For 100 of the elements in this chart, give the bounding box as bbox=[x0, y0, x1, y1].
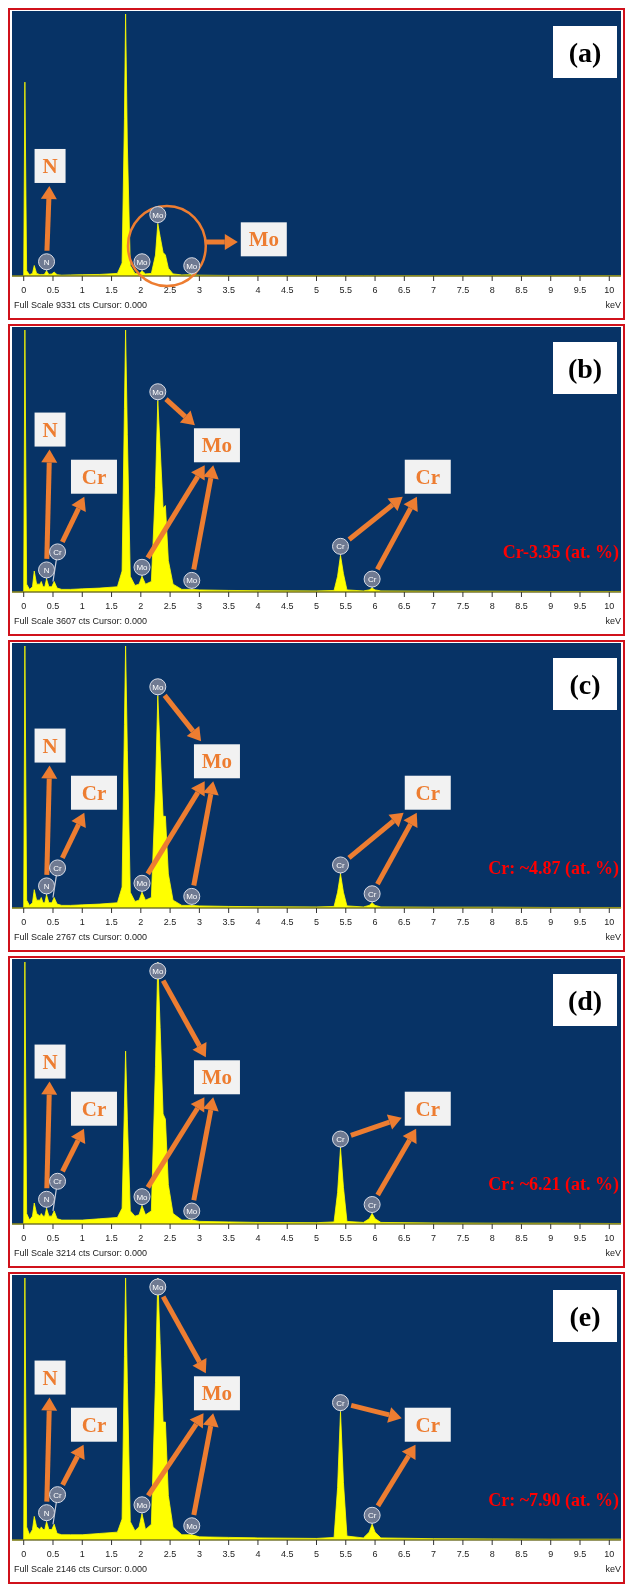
annotation: Cr bbox=[81, 1412, 107, 1437]
x-tick-label: 8.5 bbox=[515, 1549, 528, 1559]
x-tick-label: 2 bbox=[138, 1233, 144, 1243]
annotation: Mo bbox=[201, 1065, 233, 1090]
x-tick-label: 10 bbox=[604, 601, 615, 611]
annotation: N bbox=[42, 1365, 58, 1390]
annotation: Cr bbox=[81, 1096, 107, 1121]
x-tick-label: 10 bbox=[604, 285, 615, 295]
annotation: Mo bbox=[136, 257, 149, 267]
annotation: N bbox=[43, 1508, 50, 1518]
annotation: Cr: ~6.21 (at. %) bbox=[488, 1173, 619, 1195]
annotation: Cr bbox=[53, 1177, 63, 1187]
x-tick-label: 4 bbox=[255, 1549, 261, 1559]
x-tick-label: 9.5 bbox=[573, 601, 587, 611]
x-tick-label: 4 bbox=[255, 917, 261, 927]
x-tick-label: 0 bbox=[21, 1233, 27, 1243]
x-tick-label: 2 bbox=[138, 1549, 144, 1559]
x-tick-label: 9 bbox=[548, 285, 554, 295]
x-tick-label: 9 bbox=[548, 1549, 554, 1559]
x-tick-label: 7.5 bbox=[456, 601, 470, 611]
x-tick-label: 0 bbox=[21, 1549, 27, 1559]
x-tick-label: 2 bbox=[138, 285, 144, 295]
x-tick-label: 8.5 bbox=[515, 917, 528, 927]
annotation: Cr bbox=[367, 1200, 377, 1210]
annotation: Cr-3.35 (at. %) bbox=[502, 541, 620, 563]
x-tick-label: 2.5 bbox=[163, 917, 177, 927]
x-tick-label: 3 bbox=[196, 1549, 202, 1559]
annotation: Mo bbox=[186, 1207, 198, 1217]
x-tick-label: 10 bbox=[604, 917, 615, 927]
x-tick-label: 3 bbox=[196, 285, 202, 295]
x-tick-label: 5.5 bbox=[339, 601, 353, 611]
x-tick-label: 1.5 bbox=[105, 1549, 118, 1559]
text: Full Scale 2767 cts Cursor: 0.000 bbox=[14, 932, 148, 942]
annotation: Mo bbox=[136, 1192, 149, 1202]
annotation: Cr bbox=[53, 547, 63, 557]
annotation: Mo bbox=[152, 210, 164, 220]
x-tick-label: 5.5 bbox=[339, 917, 353, 927]
annotation: N bbox=[43, 257, 50, 267]
x-tick-label: 1 bbox=[79, 1549, 85, 1559]
x-tick-label: 4.5 bbox=[280, 285, 294, 295]
x-tick-label: 8.5 bbox=[515, 285, 528, 295]
x-tick-label: 1.5 bbox=[105, 601, 118, 611]
text: Full Scale 2146 cts Cursor: 0.000 bbox=[14, 1564, 148, 1574]
annotation: Mo bbox=[152, 387, 164, 397]
x-tick-label: 4 bbox=[255, 601, 261, 611]
x-tick-label: 6.5 bbox=[398, 1233, 411, 1243]
annotation: Cr bbox=[336, 860, 346, 870]
x-tick-label: 5 bbox=[313, 917, 320, 927]
text: Full Scale 9331 cts Cursor: 0.000 bbox=[14, 300, 148, 310]
annotation: Cr: ~4.87 (at. %) bbox=[488, 857, 619, 879]
annotation: Cr bbox=[81, 464, 107, 489]
text: Full Scale 3607 cts Cursor: 0.000 bbox=[14, 616, 148, 626]
annotation: N bbox=[43, 881, 50, 891]
x-tick-label: 4 bbox=[255, 285, 261, 295]
x-tick-label: 5 bbox=[313, 1549, 320, 1559]
annotation: (b) bbox=[567, 353, 603, 384]
x-tick-label: 6 bbox=[372, 1549, 378, 1559]
x-tick-label: 0.5 bbox=[46, 601, 60, 611]
x-tick-label: 3 bbox=[196, 1233, 202, 1243]
annotation: Cr bbox=[336, 1398, 346, 1408]
annotation: Cr bbox=[81, 780, 107, 805]
x-axis-title: keV bbox=[605, 616, 621, 626]
x-tick-label: 4 bbox=[255, 1233, 261, 1243]
annotation: Mo bbox=[136, 563, 149, 573]
x-tick-label: 9.5 bbox=[573, 285, 587, 295]
x-tick-label: 5.5 bbox=[339, 285, 353, 295]
annotation: Mo bbox=[186, 1521, 198, 1531]
x-tick-label: 1 bbox=[79, 1233, 85, 1243]
x-tick-label: 6.5 bbox=[398, 601, 411, 611]
x-tick-label: 8 bbox=[489, 1233, 495, 1243]
x-tick-label: 6 bbox=[372, 1233, 378, 1243]
x-tick-label: 2.5 bbox=[163, 1549, 177, 1559]
x-tick-label: 3.5 bbox=[222, 601, 235, 611]
annotation: Cr bbox=[53, 1490, 63, 1500]
annotation: (d) bbox=[567, 985, 603, 1016]
x-tick-label: 6 bbox=[372, 917, 378, 927]
x-tick-label: 5 bbox=[313, 1233, 320, 1243]
x-tick-label: 6.5 bbox=[398, 285, 411, 295]
annotation: Cr bbox=[367, 1511, 377, 1521]
annotation: Cr bbox=[415, 780, 441, 805]
annotation: Mo bbox=[248, 227, 279, 252]
annotation: Mo bbox=[152, 682, 164, 692]
x-tick-label: 6 bbox=[372, 285, 378, 295]
x-tick-label: 7 bbox=[431, 1233, 437, 1243]
annotation: N bbox=[42, 1049, 58, 1074]
annotation: Cr bbox=[367, 575, 377, 585]
x-tick-label: 6 bbox=[372, 601, 378, 611]
annotation: Cr bbox=[415, 1412, 441, 1437]
annotation: Cr bbox=[336, 542, 346, 552]
x-tick-label: 5 bbox=[313, 285, 320, 295]
x-tick-label: 6.5 bbox=[398, 917, 411, 927]
x-tick-label: 0 bbox=[21, 285, 27, 295]
x-tick-label: 1.5 bbox=[105, 1233, 118, 1243]
annotation: N bbox=[42, 153, 58, 178]
annotation: Mo bbox=[201, 1381, 233, 1406]
x-tick-label: 4.5 bbox=[280, 917, 294, 927]
x-tick-label: 10 bbox=[604, 1233, 615, 1243]
x-tick-label: 7.5 bbox=[456, 285, 470, 295]
x-tick-label: 8.5 bbox=[515, 1233, 528, 1243]
x-tick-label: 3.5 bbox=[222, 285, 235, 295]
